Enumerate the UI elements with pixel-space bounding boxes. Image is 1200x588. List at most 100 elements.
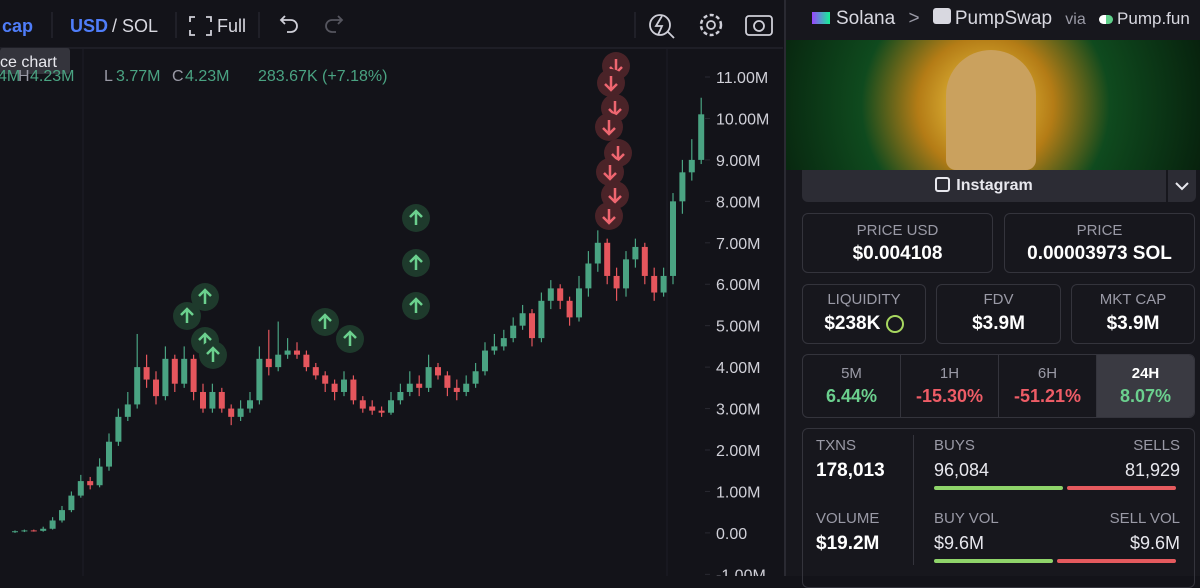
candle-body (557, 288, 564, 301)
solana-logo (812, 12, 830, 24)
banner-image (786, 40, 1200, 170)
y-tick-label: 9.00M (716, 153, 760, 170)
candle-body (350, 379, 357, 401)
candle-body (623, 259, 629, 289)
dex-logo (932, 8, 951, 24)
candle-body (529, 313, 535, 339)
y-tick-label: 8.00M (716, 194, 760, 211)
timeframe-tab[interactable]: 24H 8.07% (1096, 355, 1194, 417)
dex-link[interactable]: PumpSwap (954, 8, 1053, 29)
sell-arrow (602, 120, 616, 136)
candle-body (68, 495, 75, 511)
candle-body (369, 406, 376, 411)
ohlc-change: 283.67K (+7.18%) (258, 68, 387, 85)
settings-icon[interactable] (699, 13, 723, 37)
chain-link[interactable]: Solana (836, 8, 896, 29)
tooltip (0, 48, 70, 74)
candle-body (604, 242, 611, 276)
candle-body (482, 350, 488, 372)
candle-body (444, 375, 451, 388)
candle-body (21, 530, 28, 532)
social-dropdown[interactable] (1168, 170, 1196, 202)
label: BUY VOL (934, 510, 999, 527)
timeframe-tab[interactable]: 1H -15.30% (900, 355, 998, 417)
y-tick-label: 7.00M (716, 236, 760, 253)
breadcrumb: Solana > PumpSwap via Pump.fun (812, 8, 1190, 30)
launchpad-link[interactable]: Pump.fun (1117, 9, 1190, 28)
liquidity-value: $238K (824, 313, 881, 334)
candle-body (359, 400, 366, 409)
ohlc-low-label: L (104, 68, 113, 85)
undo-icon[interactable] (279, 15, 298, 33)
tab-value: -51.21% (1013, 386, 1082, 406)
candle-body (472, 371, 479, 384)
alert-icon-detail (654, 15, 675, 39)
sol-button[interactable]: / SOL (112, 16, 158, 36)
price-usd-card: PRICE USD $0.004108 (802, 213, 993, 273)
timeframe-tab[interactable]: 5M 6.44% (803, 355, 900, 417)
ohlc-high: 4.23M (30, 68, 74, 85)
banner-figure (946, 50, 1036, 170)
value: $0.004108 (852, 243, 943, 264)
candle-body (143, 367, 150, 380)
candle-body (378, 410, 385, 413)
candle-body (247, 400, 253, 409)
candle-body (181, 358, 188, 384)
buy-arrow (318, 313, 332, 329)
pumpfun-logo (1099, 15, 1114, 24)
candle-body (12, 531, 18, 533)
candle-body (312, 367, 319, 376)
label: SELL VOL (1109, 510, 1180, 527)
value: $238K (803, 313, 925, 335)
candle-body (538, 300, 545, 339)
candle-body (40, 528, 47, 531)
candle-body (331, 383, 338, 392)
fullscreen-icon[interactable] (189, 16, 212, 36)
candle-body (171, 358, 178, 384)
buy-arrow (198, 288, 212, 304)
candle-body (190, 358, 197, 392)
divider (913, 435, 914, 565)
sell-arrow (602, 209, 616, 225)
sell-arrow (603, 165, 617, 181)
candle-body (59, 510, 65, 521)
tab-label: 5M (841, 365, 862, 382)
ohlc-high-label: H (18, 68, 30, 85)
stats-card: TXNS 178,013 BUYS 96,084 SELLS 81,929 VO… (802, 428, 1195, 588)
sells-value: 81,929 (1124, 460, 1180, 480)
alert-icon[interactable] (649, 14, 671, 36)
chart: cap USD / SOL Full ce chart 4M H 4.23M L… (0, 12, 783, 576)
mcap-button[interactable]: cap (2, 16, 33, 36)
candle-body (688, 159, 695, 173)
label: BUYS (934, 437, 975, 454)
trade-markers (173, 52, 632, 369)
redo-icon[interactable] (325, 15, 344, 33)
label: LIQUIDITY (827, 291, 901, 308)
candle-body (284, 350, 291, 355)
candle-body (679, 172, 686, 202)
candle-body (303, 354, 310, 368)
candle-body (77, 481, 84, 496)
candle-body (613, 275, 620, 289)
settings-icon-center (706, 20, 716, 30)
candle-body (406, 383, 413, 392)
candle-body (500, 338, 507, 347)
candle-body (651, 275, 658, 293)
candle-body (463, 383, 470, 392)
fdv-card: FDV $3.9M (936, 284, 1061, 344)
candle-body (341, 379, 347, 392)
tab-label: 6H (1037, 365, 1058, 382)
toolbar: cap USD / SOL Full (2, 12, 773, 39)
candle-body (237, 408, 244, 417)
candle-body (388, 400, 394, 413)
screenshot-icon[interactable] (745, 15, 773, 36)
instagram-button[interactable]: Instagram (802, 170, 1166, 202)
full-button[interactable]: Full (217, 16, 246, 36)
usd-button[interactable]: USD (70, 16, 108, 36)
y-tick-label: 3.00M (716, 402, 760, 419)
y-tick-label: -1.00M (716, 567, 766, 576)
candle-body (453, 387, 460, 392)
label: VOLUME (816, 510, 880, 527)
candle-body (218, 391, 225, 409)
timeframe-tab[interactable]: 6H -51.21% (998, 355, 1096, 417)
